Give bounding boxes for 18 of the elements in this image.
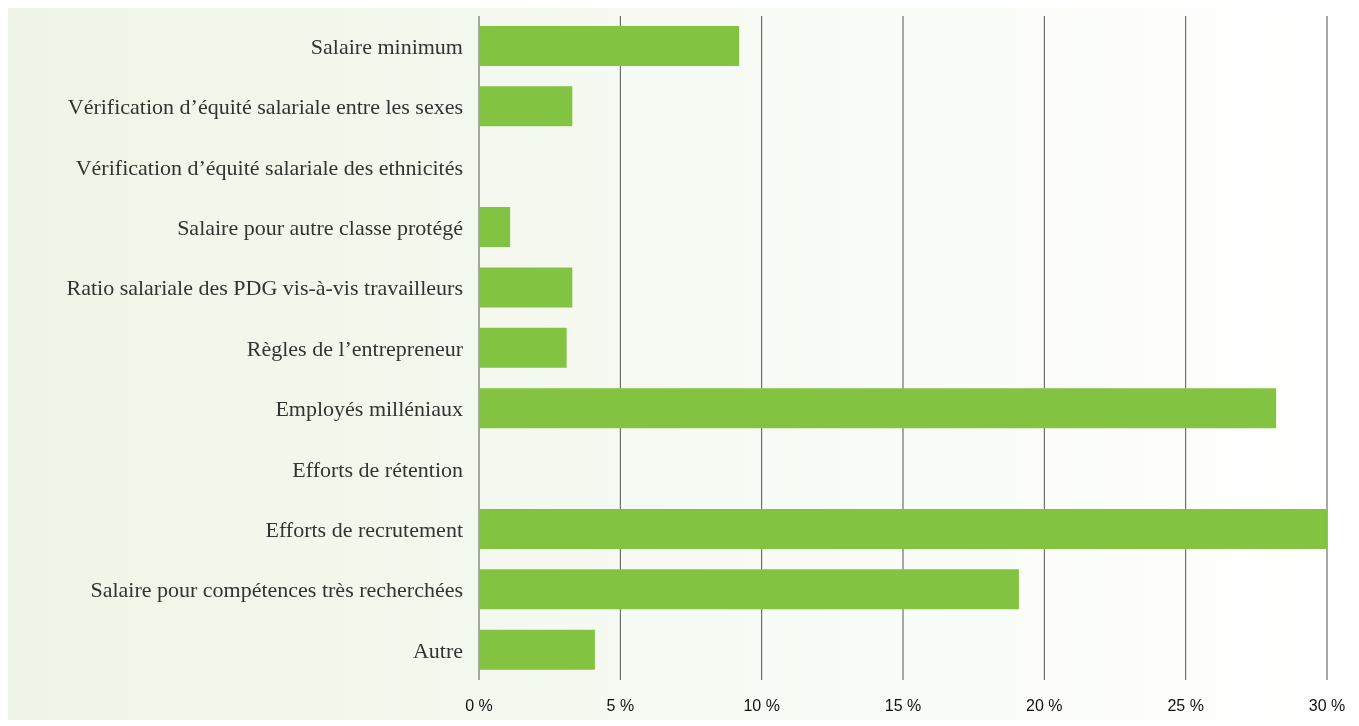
x-tick-label: 25 % — [1167, 697, 1204, 715]
y-tick-label: Efforts de recrutement — [265, 516, 463, 542]
y-tick-label: Salaire minimum — [310, 33, 463, 59]
x-tick-label: 10 % — [743, 697, 780, 715]
x-tick-label: 5 % — [606, 697, 635, 715]
y-tick-label: Autre — [412, 637, 463, 663]
x-tick-label: 15 % — [884, 697, 922, 715]
x-tick-label: 20 % — [1026, 697, 1063, 715]
y-tick-label: Salaire pour compétences très recherchées — [90, 577, 463, 603]
y-tick-label: Règles de l’entrepreneur — [246, 335, 464, 361]
y-tick-label: Ratio salariale des PDG vis-à-vis travailleurs — [66, 275, 463, 301]
y-tick-label: Salaire pour autre classe protégé — [177, 215, 463, 241]
y-tick-label: Vérification d’équité salariale entre les sexes — [67, 94, 463, 120]
x-tick-label: 0 % — [465, 697, 493, 715]
y-tick-label: Efforts de rétention — [292, 456, 463, 482]
y-tick-label: Vérification d’équité salariale des ethnicités — [75, 154, 463, 180]
y-tick-label: Employés milléniaux — [275, 396, 463, 422]
x-tick-label: 30 % — [1308, 697, 1346, 715]
